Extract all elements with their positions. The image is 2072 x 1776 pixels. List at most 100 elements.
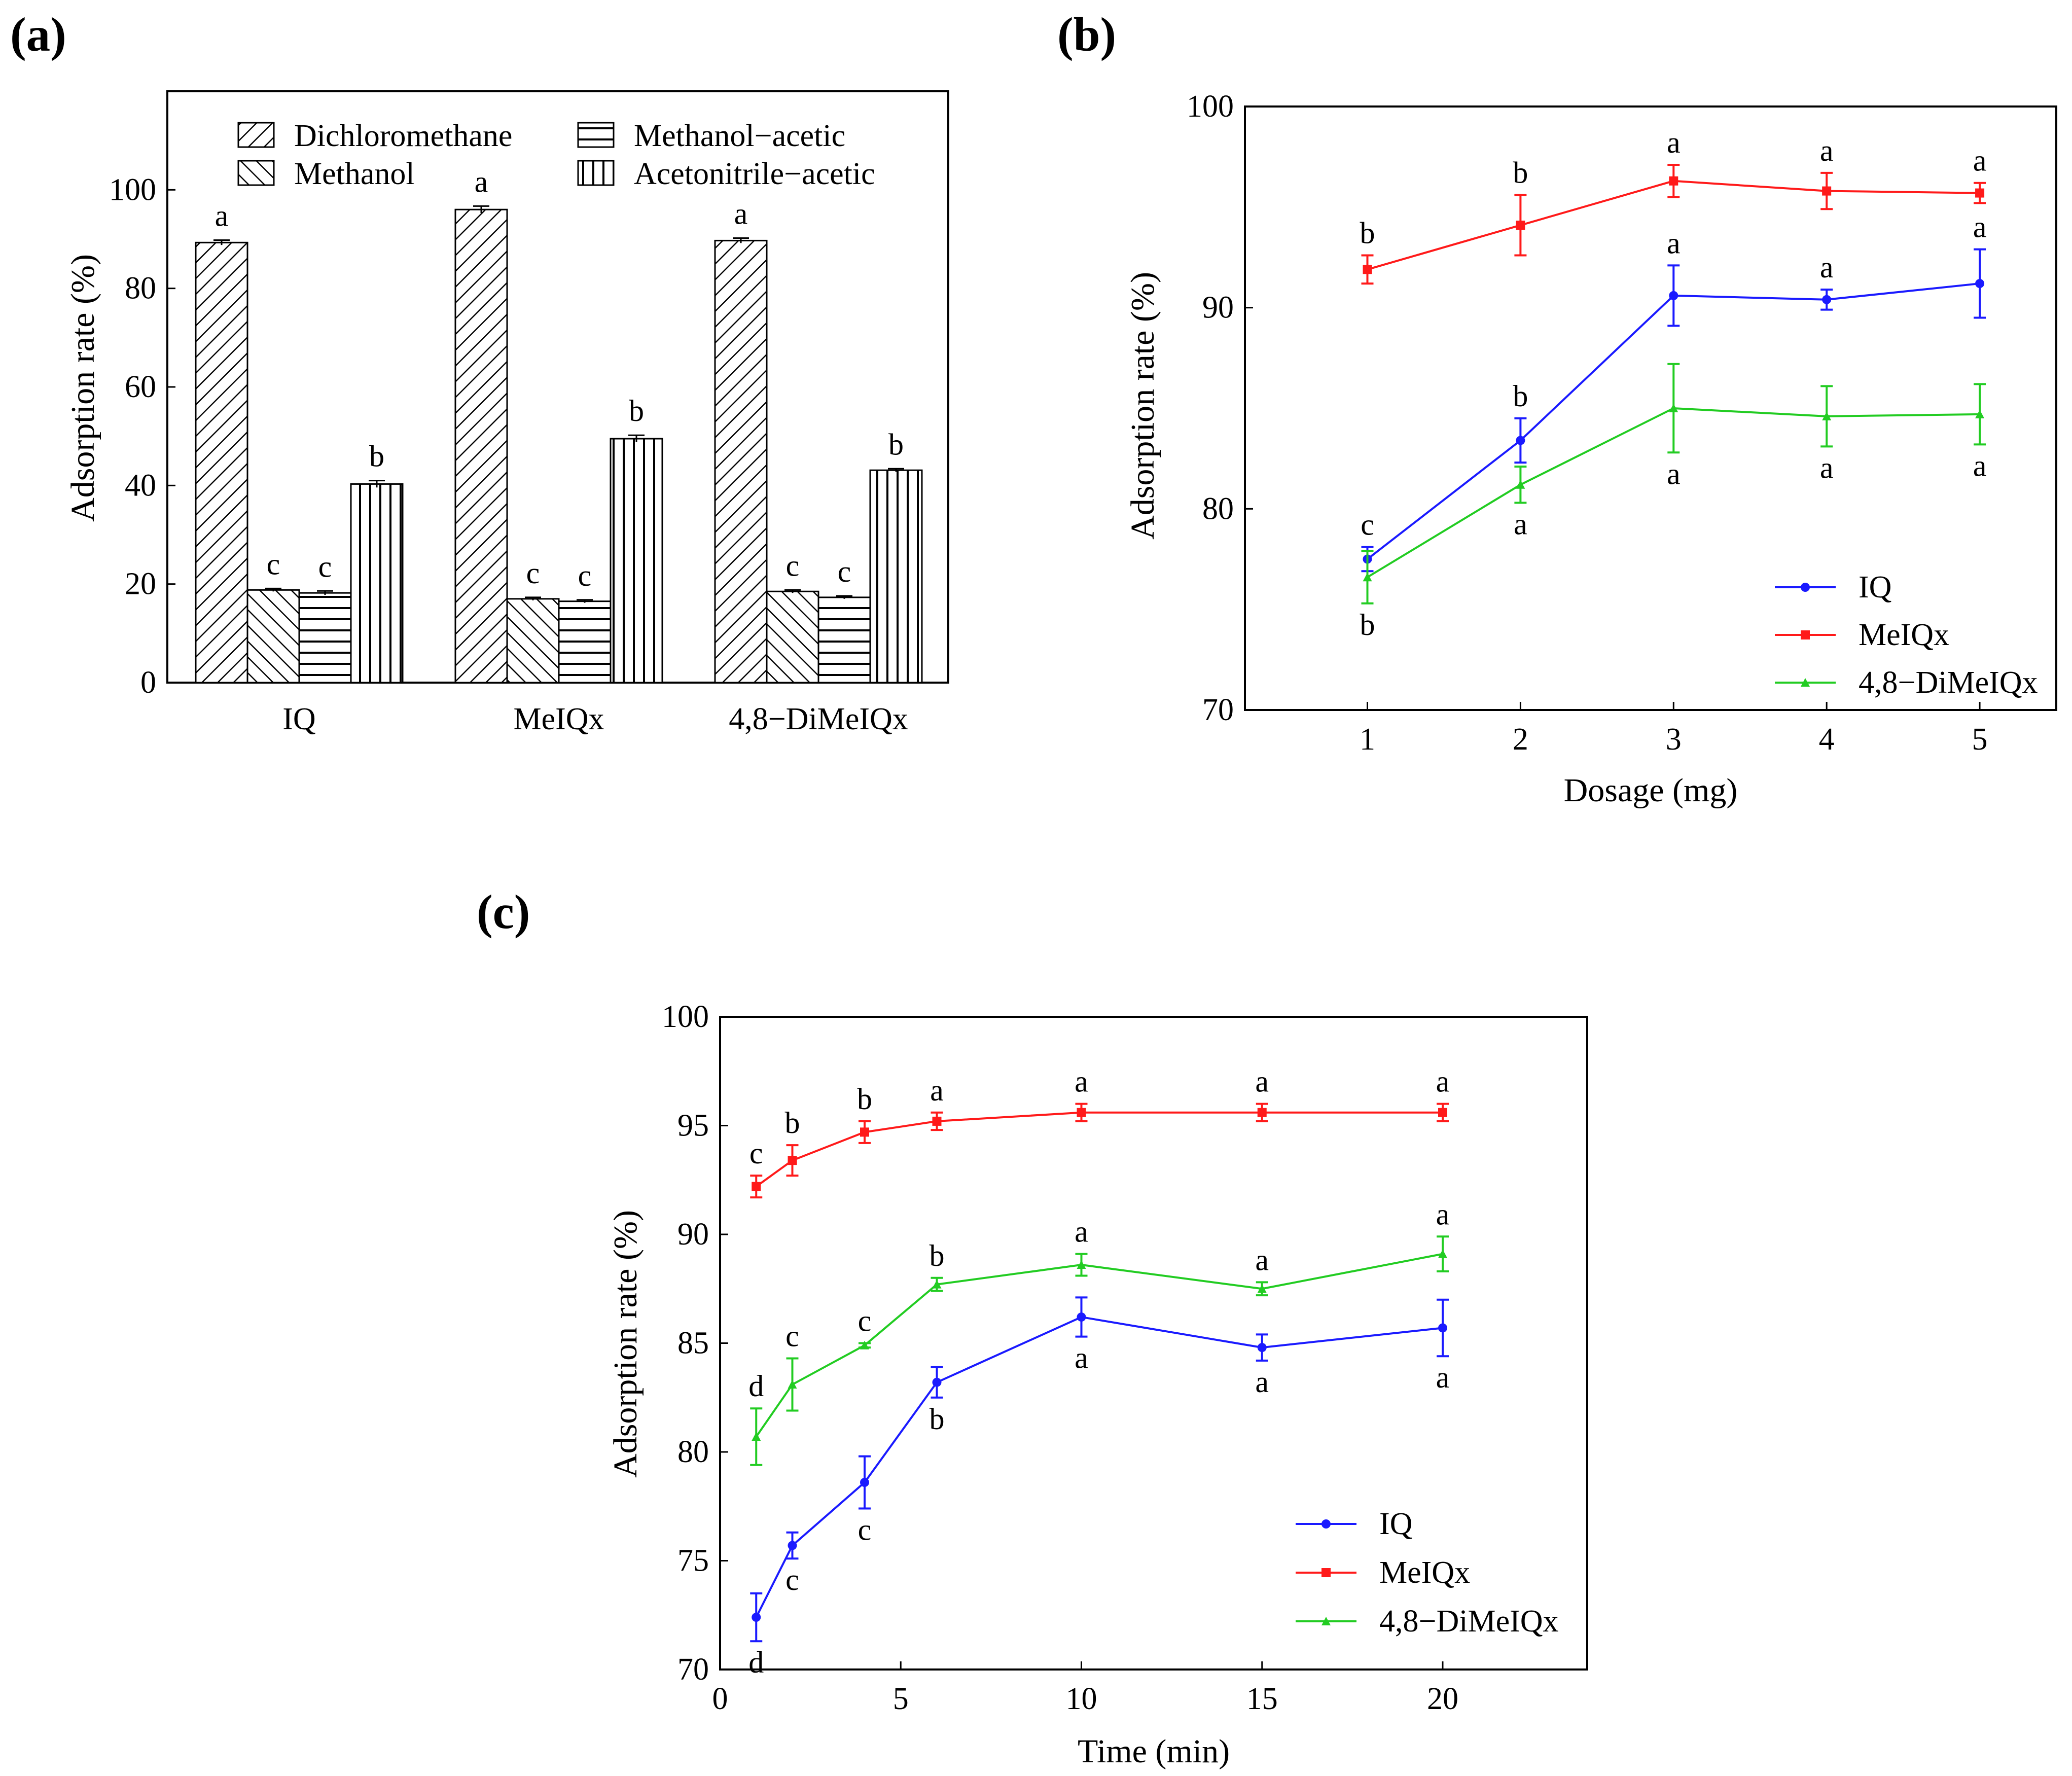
bar [506,598,560,684]
panel-c-frame [719,1016,1588,1671]
data-point [1975,409,1985,418]
x-tick-label: 5 [893,1682,909,1716]
panel-a-ticks: 0 20 40 60 80 100 [109,172,175,700]
y-tick-label: 60 [125,370,156,404]
y-tick-label: 85 [677,1326,709,1361]
x-tick-label: 2 [1513,722,1528,757]
panel-c-legend: IQ MeIQx 4,8−DiMeIQx [1296,1507,1559,1639]
legend-label: Dichloromethane [294,119,512,153]
x-tick-label: IQ [282,702,315,736]
data-point [1363,265,1372,274]
significance-label: b [369,440,384,473]
data-point [860,1478,869,1487]
significance-label: c [785,1563,799,1596]
data-point [932,1280,942,1289]
legend-marker [1321,1617,1331,1625]
legend-swatch [577,122,615,148]
significance-label: a [1255,1243,1269,1276]
panel-a: (a) 0 20 40 60 80 100 IQ a c c b MeIQx a c c b 4,8−DiMe… [10,8,949,736]
significance-label: a [1436,1361,1450,1394]
significance-label: a [1436,1197,1450,1231]
significance-label: b [1513,379,1528,413]
significance-label: d [748,1369,764,1403]
panel-b-label: (b) [1057,8,1116,61]
bar [817,596,871,684]
data-point [1516,480,1525,489]
legend-marker [1801,583,1810,592]
y-tick-label: 100 [109,172,156,207]
data-point [1516,221,1525,230]
x-tick-label: 15 [1246,1682,1278,1716]
x-tick-label: 5 [1972,722,1988,757]
x-tick-label: 10 [1066,1682,1097,1716]
legend-label: 4,8−DiMeIQx [1859,665,2038,700]
data-point [1822,411,1832,420]
significance-label: a [1436,1065,1450,1098]
significance-label: a [1075,1065,1088,1098]
x-tick-label: 4,8−DiMeIQx [729,702,908,736]
x-tick-label: 4 [1819,722,1835,757]
legend-label: Acetonitrile−acetic [634,157,875,191]
data-point [752,1182,761,1191]
y-tick-label: 90 [1202,291,1234,325]
significance-label: c [785,1320,799,1353]
significance-label: d [748,1646,764,1679]
significance-label: a [475,165,488,198]
significance-label: a [1075,1215,1088,1249]
bar [195,241,248,684]
significance-label: a [1820,251,1834,284]
y-tick-label: 100 [662,1000,709,1034]
significance-label: c [526,556,540,590]
significance-label: b [930,1402,945,1436]
significance-label: c [858,1304,872,1338]
data-point [932,1377,942,1387]
data-point [1363,573,1372,582]
legend-label: 4,8−DiMeIQx [1379,1604,1559,1639]
y-tick-label: 80 [677,1435,709,1469]
data-point [752,1613,761,1622]
panel-a-ylabel: Adsorption rate (%) [64,254,101,522]
bar [454,208,508,684]
data-point [1975,188,1985,198]
data-point [860,1340,869,1349]
y-tick-label: 80 [125,271,156,306]
significance-label: c [749,1136,763,1170]
significance-label: b [888,428,904,461]
data-point [1975,279,1985,289]
panel-b-legend: IQ MeIQx 4,8−DiMeIQx [1775,570,2038,700]
significance-label: c [1361,508,1374,542]
data-point [1822,295,1832,304]
significance-label: a [1973,449,1987,482]
data-point [1077,1312,1086,1322]
panel-c-ticks: 70 75 80 85 90 95 100 0 5 10 15 20 [662,1000,1458,1716]
significance-label: a [1973,144,1987,177]
legend-marker [1321,1568,1331,1577]
legend-swatch [577,160,615,186]
legend-label: IQ [1859,570,1891,605]
significance-label: a [215,199,229,232]
significance-label: a [1255,1365,1269,1399]
significance-label: c [318,550,332,583]
significance-label: b [1513,156,1528,190]
x-tick-label: 3 [1666,722,1682,757]
bar [350,483,404,684]
legend-label: Methanol [294,157,415,191]
x-tick-label: 1 [1360,722,1375,757]
significance-label: b [785,1106,800,1140]
y-tick-label: 0 [140,665,156,700]
significance-label: a [1514,507,1527,541]
legend-label: IQ [1379,1507,1412,1541]
legend-marker [1801,630,1810,640]
significance-label: a [734,197,748,231]
data-point [932,1116,942,1126]
panel-a-label: (a) [10,8,66,61]
significance-label: b [857,1082,872,1116]
bar [869,469,923,684]
data-point [1257,1108,1267,1117]
panel-b-ylabel: Adsorption rate (%) [1124,272,1161,540]
significance-label: b [1360,217,1375,250]
panel-c-xlabel: Time (min) [1078,1733,1230,1770]
